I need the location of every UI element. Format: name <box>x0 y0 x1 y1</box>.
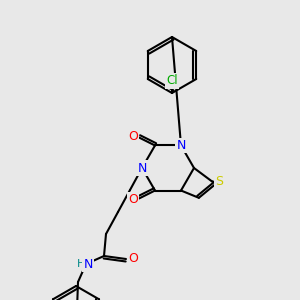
Text: O: O <box>128 253 138 266</box>
Text: S: S <box>215 175 223 188</box>
Text: H: H <box>77 259 85 269</box>
Text: O: O <box>128 193 138 206</box>
Text: N: N <box>176 139 186 152</box>
Text: O: O <box>128 130 138 143</box>
Text: Cl: Cl <box>166 74 178 88</box>
Text: N: N <box>83 257 93 271</box>
Text: N: N <box>137 161 147 175</box>
